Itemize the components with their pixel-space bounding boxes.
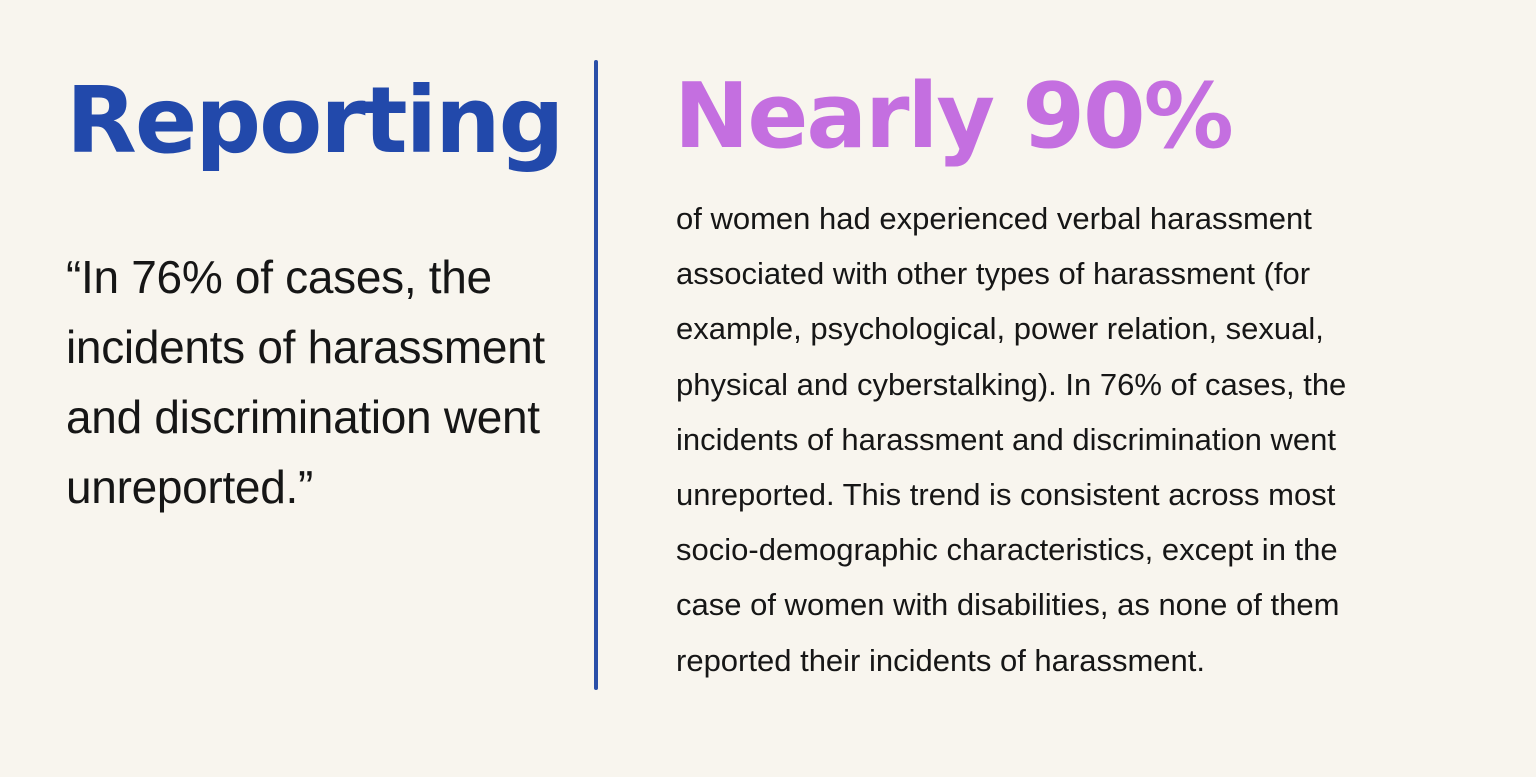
body-line: unreported. This trend is consistent acr…: [676, 477, 1336, 513]
body-line: socio-demographic characteristics, excep…: [676, 532, 1338, 568]
body-line: associated with other types of harassmen…: [676, 256, 1311, 292]
body-line: reported their incidents of harassment.: [676, 642, 1205, 678]
column-divider: [594, 60, 598, 690]
statistic-body-text: of women had experienced verbal harassme…: [676, 191, 1496, 688]
statistic-heading: Nearly 90%: [674, 64, 1234, 169]
reporting-heading: Reporting: [66, 67, 565, 174]
body-line: physical and cyberstalking). In 76% of c…: [676, 366, 1347, 402]
body-line: example, psychological, power relation, …: [676, 311, 1324, 347]
body-line: of women had experienced verbal harassme…: [676, 201, 1312, 236]
body-line: case of women with disabilities, as none…: [676, 587, 1340, 623]
left-column: Reporting: [66, 66, 566, 176]
body-line: incidents of harassment and discriminati…: [676, 421, 1336, 457]
reporting-quote: “In 76% of cases, the incidents of haras…: [66, 251, 545, 513]
